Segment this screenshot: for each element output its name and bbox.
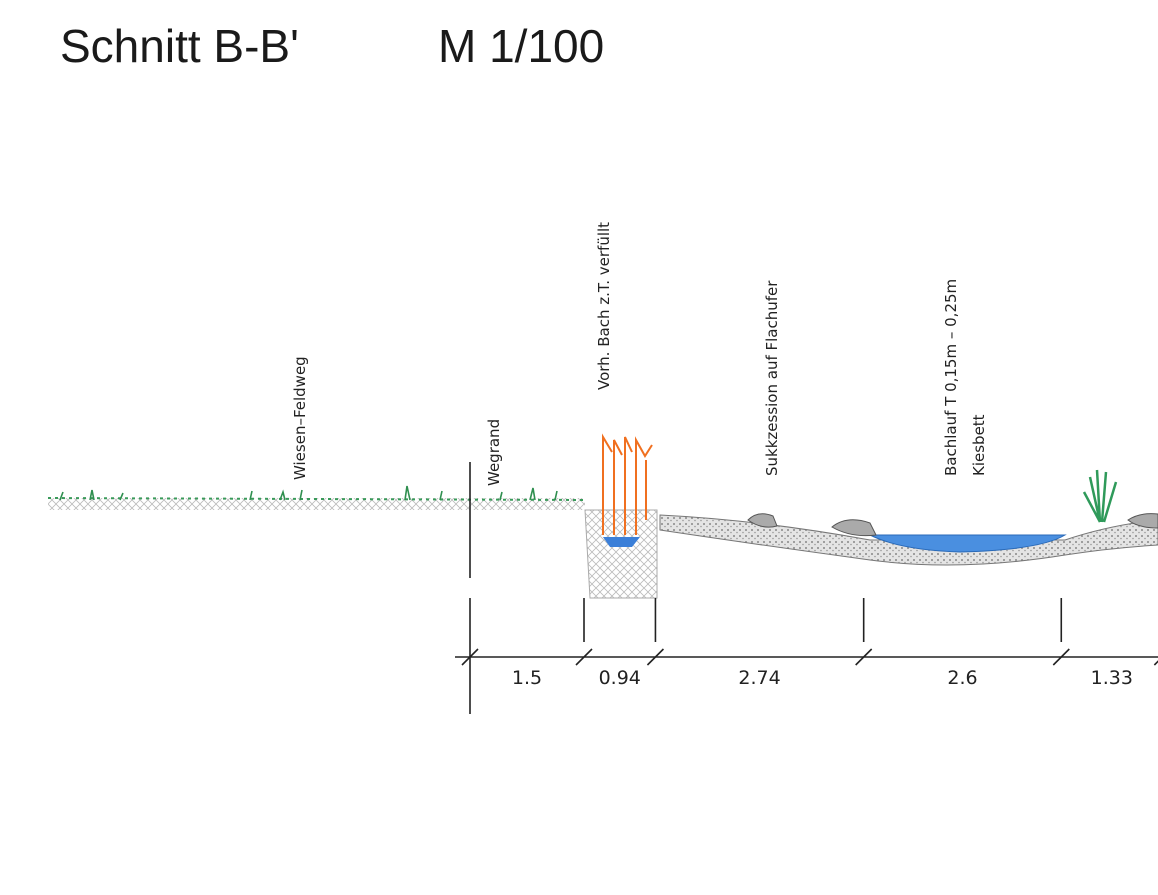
label: Wegrand: [485, 419, 503, 486]
label: Wiesen–Feldweg: [291, 356, 309, 480]
dimension-chain: 1.5 0.94 2.74 2.6 1.33: [455, 598, 1158, 714]
labels: Wiesen–Feldweg Wegrand Vorh. Bach z.T. v…: [291, 222, 988, 486]
label: Bachlauf T 0,15m – 0,25m: [942, 279, 960, 476]
tick: [1052, 648, 1070, 666]
dimension-label: 1.5: [512, 667, 542, 689]
tick: [1153, 660, 1158, 666]
dimension-label: 2.74: [738, 667, 780, 689]
label: Kiesbett: [970, 414, 988, 476]
tick: [855, 648, 873, 666]
terrain: [47, 433, 1158, 599]
tick: [461, 648, 479, 666]
title: Schnitt B-B': [60, 20, 299, 72]
label: Vorh. Bach z.T. verfüllt: [595, 222, 613, 390]
dimension-label: 2.6: [947, 667, 977, 689]
tick: [646, 648, 665, 666]
dimension-label: 0.94: [599, 667, 641, 689]
label: Sukkzession auf Flachufer: [763, 280, 781, 476]
scale: M 1/100: [438, 20, 604, 72]
tick: [575, 648, 593, 666]
dimension-label: 1.33: [1091, 667, 1133, 689]
